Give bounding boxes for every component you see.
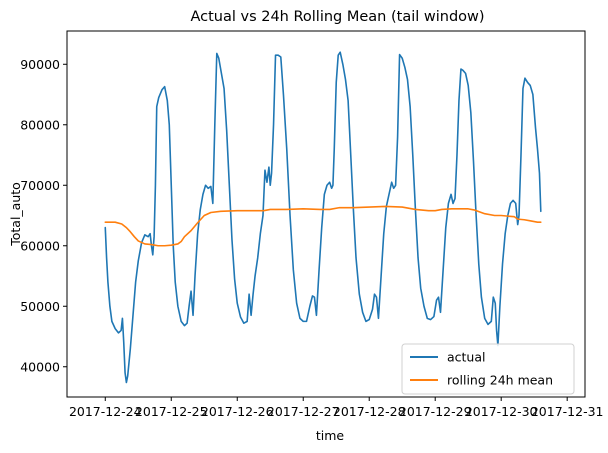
series-layer	[104, 51, 542, 384]
x-tick-label: 2017-12-24	[69, 404, 142, 419]
x-tick-label: 2017-12-27	[267, 404, 340, 419]
y-tick-label: 80000	[20, 117, 60, 132]
y-tick-label: 70000	[20, 178, 60, 193]
y-tick-label: 60000	[20, 238, 60, 253]
x-axis-label: time	[316, 428, 345, 443]
chart-title: Actual vs 24h Rolling Mean (tail window)	[190, 9, 484, 25]
y-tick-label: 90000	[20, 57, 60, 72]
x-tick-label: 2017-12-29	[399, 404, 472, 419]
x-tick-label: 2017-12-26	[201, 404, 274, 419]
x-tick-label: 2017-12-31	[531, 404, 604, 419]
plot-background	[67, 31, 585, 397]
legend-label-actual: actual	[447, 350, 486, 365]
y-tick-label: 40000	[20, 359, 60, 374]
legend: actual rolling 24h mean	[401, 343, 575, 395]
plot-area	[66, 30, 586, 398]
y-tick-label: 50000	[20, 299, 60, 314]
series-line-actual	[104, 51, 542, 384]
x-tick-label: 2017-12-28	[333, 404, 406, 419]
plot-frame	[66, 30, 586, 398]
legend-box	[401, 343, 575, 395]
series-line-rolling	[104, 205, 542, 247]
x-axis: 2017-12-242017-12-252017-12-262017-12-27…	[69, 397, 604, 419]
legend-label-rolling: rolling 24h mean	[447, 373, 553, 388]
x-tick-label: 2017-12-25	[135, 404, 208, 419]
y-axis: 40000 50000 60000 70000 80000 90000	[20, 57, 67, 374]
x-tick-label: 2017-12-30	[465, 404, 538, 419]
y-axis-label: Total_auto	[8, 182, 23, 247]
